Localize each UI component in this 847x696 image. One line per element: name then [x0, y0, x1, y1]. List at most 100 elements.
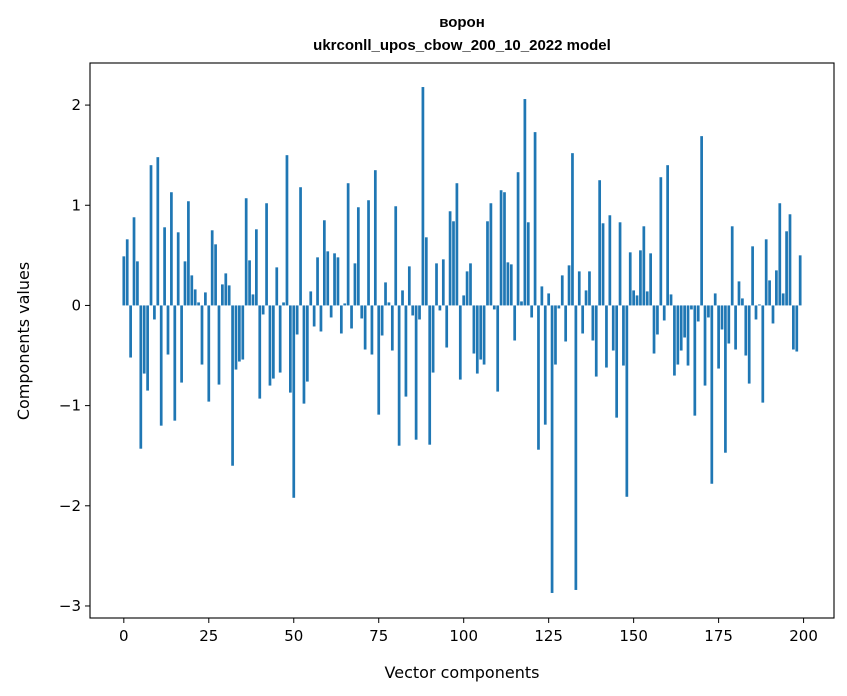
- bar: [190, 275, 194, 306]
- bar: [611, 305, 615, 351]
- bar: [397, 305, 401, 446]
- bar: [258, 305, 262, 399]
- bar: [322, 220, 326, 306]
- bar: [472, 305, 476, 354]
- bar: [452, 221, 455, 306]
- bar: [418, 305, 421, 320]
- bar: [761, 305, 765, 403]
- bar: [238, 305, 241, 362]
- bar: [159, 305, 163, 426]
- bar: [628, 252, 632, 306]
- bar: [448, 211, 452, 306]
- bar: [356, 207, 360, 306]
- bar: [625, 305, 629, 497]
- bar: [411, 305, 415, 316]
- bar: [204, 292, 207, 306]
- bar: [581, 305, 585, 334]
- x-tick-label: 175: [704, 627, 733, 645]
- bar: [707, 305, 710, 318]
- bar: [210, 230, 214, 306]
- bar: [136, 261, 139, 306]
- bar: [326, 251, 330, 306]
- bar: [788, 214, 792, 306]
- bar: [350, 305, 353, 329]
- bar: [336, 257, 340, 306]
- bar: [180, 305, 183, 383]
- bar: [370, 305, 374, 355]
- x-tick-label: 100: [449, 627, 478, 645]
- bar: [407, 266, 411, 306]
- bar: [710, 305, 714, 484]
- bar: [424, 237, 428, 306]
- bar: [261, 305, 265, 315]
- bar: [713, 293, 717, 306]
- bar: [700, 136, 703, 306]
- x-tick-label: 75: [369, 627, 388, 645]
- bar: [458, 305, 462, 380]
- bar: [676, 305, 680, 365]
- bar: [781, 293, 785, 306]
- bar: [200, 305, 204, 365]
- bar: [363, 305, 367, 350]
- bar: [683, 305, 686, 338]
- bar: [652, 305, 656, 354]
- bar: [377, 305, 381, 415]
- bar: [567, 265, 571, 306]
- bar: [503, 192, 506, 306]
- y-tick-label: 2: [71, 96, 81, 114]
- bar: [224, 273, 228, 306]
- bar: [744, 305, 748, 356]
- bar: [771, 305, 775, 324]
- bar: [557, 305, 561, 309]
- bar: [622, 305, 625, 366]
- bar: [469, 263, 472, 306]
- bar: [669, 294, 673, 306]
- bar: [275, 267, 279, 306]
- bar: [679, 305, 683, 351]
- bar: [462, 295, 466, 306]
- bar: [353, 263, 357, 306]
- bar: [404, 305, 408, 397]
- bar: [686, 305, 690, 366]
- bar: [605, 305, 608, 368]
- bar: [305, 305, 309, 382]
- bar: [747, 305, 751, 384]
- bar: [255, 229, 258, 306]
- bar: [316, 257, 319, 306]
- bar: [421, 87, 425, 306]
- bar: [775, 270, 778, 306]
- bar: [265, 203, 268, 306]
- bar: [754, 305, 758, 320]
- bar: [601, 223, 605, 306]
- bar: [217, 305, 221, 385]
- bar: [662, 305, 666, 321]
- bar: [520, 301, 523, 306]
- bar: [214, 244, 217, 306]
- bar: [390, 305, 394, 351]
- bar: [530, 305, 534, 318]
- x-tick-label: 25: [199, 627, 218, 645]
- x-tick-label: 200: [789, 627, 818, 645]
- bar: [506, 262, 510, 306]
- y-tick-label: −3: [59, 597, 81, 615]
- bar: [533, 132, 537, 306]
- bar: [285, 155, 289, 306]
- bar: [724, 305, 727, 453]
- bar: [373, 170, 377, 306]
- bar: [251, 294, 255, 306]
- bar: [319, 305, 323, 332]
- bar: [414, 305, 418, 440]
- bar: [431, 305, 435, 373]
- bar: [193, 289, 197, 306]
- plot-frame: [89, 62, 835, 619]
- bar: [166, 305, 170, 355]
- bar: [197, 302, 200, 306]
- bars-group: [122, 87, 802, 593]
- bar: [475, 305, 479, 374]
- bar: [513, 305, 517, 341]
- bar: [509, 264, 513, 306]
- bar: [384, 282, 387, 306]
- bar: [176, 232, 180, 306]
- bar: [632, 290, 635, 306]
